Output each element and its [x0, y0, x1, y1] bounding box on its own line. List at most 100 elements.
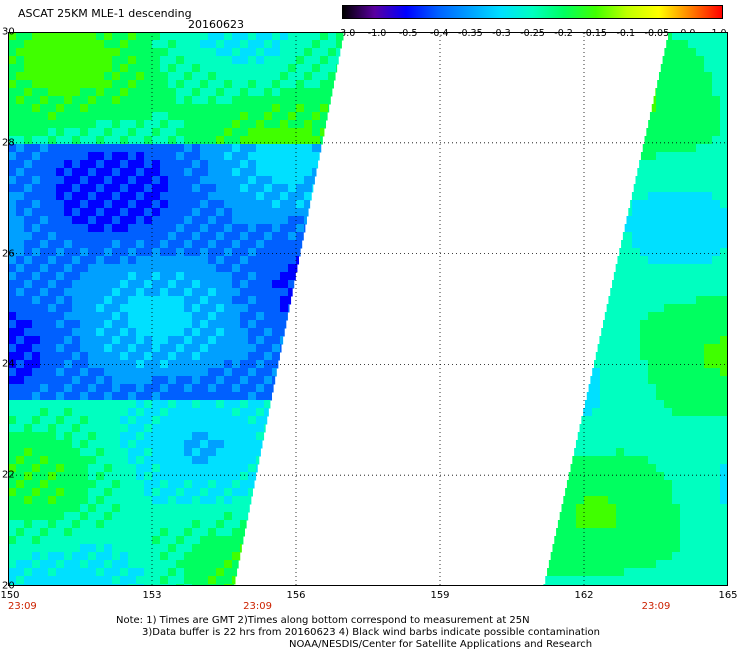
- swath-cell: [248, 480, 255, 489]
- swath-cell: [8, 216, 17, 225]
- swath-cell: [88, 224, 97, 233]
- swath-cell: [136, 344, 145, 353]
- swath-cell: [664, 128, 673, 137]
- swath-cell: [120, 144, 129, 153]
- swath-cell: [136, 464, 145, 473]
- swath-cell: [56, 56, 65, 65]
- swath-cell: [40, 64, 49, 73]
- swath-cell: [160, 320, 169, 329]
- swath-cell: [656, 176, 665, 185]
- swath-cell: [696, 56, 705, 65]
- swath-cell: [128, 288, 137, 297]
- swath-cell: [112, 256, 121, 265]
- swath-cell: [160, 104, 169, 113]
- swath-cell: [304, 96, 313, 105]
- swath-cell: [96, 280, 105, 289]
- swath-cell: [32, 448, 41, 457]
- swath-cell: [32, 440, 41, 449]
- swath-cell: [208, 272, 217, 281]
- swath-cell: [608, 552, 617, 561]
- swath-cell: [672, 512, 681, 521]
- swath-cell: [296, 112, 305, 121]
- swath-cell: [720, 96, 728, 105]
- swath-cell: [16, 512, 25, 521]
- swath-cell: [208, 128, 217, 137]
- swath-cell: [128, 224, 137, 233]
- swath-cell: [64, 512, 73, 521]
- swath-cell: [184, 128, 193, 137]
- swath-cell: [688, 144, 697, 153]
- swath-cell: [272, 192, 281, 201]
- x-tick-label: 165: [718, 590, 738, 601]
- swath-cell: [672, 400, 681, 409]
- swath-cell: [72, 496, 81, 505]
- swath-cell: [24, 200, 33, 209]
- swath-cell: [232, 72, 241, 81]
- swath-cell: [320, 56, 329, 65]
- swath-cell: [104, 400, 113, 409]
- swath-cell: [712, 216, 721, 225]
- swath-cell: [184, 112, 193, 121]
- swath-cell: [328, 32, 337, 41]
- swath-cell: [120, 448, 129, 457]
- swath-cell: [688, 472, 697, 481]
- swath-cell: [152, 456, 161, 465]
- swath-cell: [664, 160, 673, 169]
- swath-cell: [80, 72, 89, 81]
- swath-cell: [72, 408, 81, 417]
- swath-cell: [48, 176, 57, 185]
- swath-cell: [192, 432, 201, 441]
- swath-cell: [704, 152, 713, 161]
- swath-cell: [704, 200, 713, 209]
- swath-cell: [192, 48, 201, 57]
- swath-cell: [104, 112, 113, 121]
- swath-cell: [56, 384, 65, 393]
- swath-cell: [232, 128, 241, 137]
- swath-cell: [576, 512, 585, 521]
- swath-cell: [24, 552, 33, 561]
- swath-cell: [24, 504, 33, 513]
- swath-cell: [144, 104, 153, 113]
- swath-cell: [272, 40, 281, 49]
- swath-cell: [240, 80, 249, 89]
- swath-cell: [552, 544, 561, 553]
- swath-cell: [576, 496, 585, 505]
- swath-cell: [192, 400, 201, 409]
- swath-cell: [280, 144, 289, 153]
- swath-cell: [264, 72, 273, 81]
- swath-cell: [264, 176, 273, 185]
- swath-cell: [184, 312, 193, 321]
- swath-cell: [8, 368, 17, 377]
- swath-cell: [656, 480, 665, 489]
- swath-cell: [96, 208, 105, 217]
- swath-cell: [176, 104, 185, 113]
- swath-cell: [232, 40, 241, 49]
- swath-cell: [224, 544, 233, 553]
- swath-cell: [128, 64, 137, 73]
- swath-cell: [704, 240, 713, 249]
- swath-cell: [112, 272, 121, 281]
- swath-cell: [224, 264, 233, 273]
- swath-cell: [144, 424, 153, 433]
- swath-cell: [280, 240, 289, 249]
- swath-cell: [16, 256, 25, 265]
- swath-cell: [304, 104, 313, 113]
- swath-cell: [640, 296, 649, 305]
- swath-cell: [96, 320, 105, 329]
- swath-cell: [656, 512, 665, 521]
- swath-cell: [40, 328, 49, 337]
- swath-cell: [256, 48, 265, 57]
- swath-cell: [120, 480, 129, 489]
- swath-cell: [16, 392, 25, 401]
- swath-cell: [320, 144, 322, 153]
- swath-cell: [240, 216, 249, 225]
- swath-cell: [200, 480, 209, 489]
- swath-cell: [208, 456, 217, 465]
- swath-cell: [248, 264, 257, 273]
- swath-cell: [176, 320, 185, 329]
- swath-cell: [248, 392, 257, 401]
- swath-cell: [224, 224, 233, 233]
- swath-cell: [32, 296, 41, 305]
- swath-cell: [216, 328, 225, 337]
- swath-cell: [136, 368, 145, 377]
